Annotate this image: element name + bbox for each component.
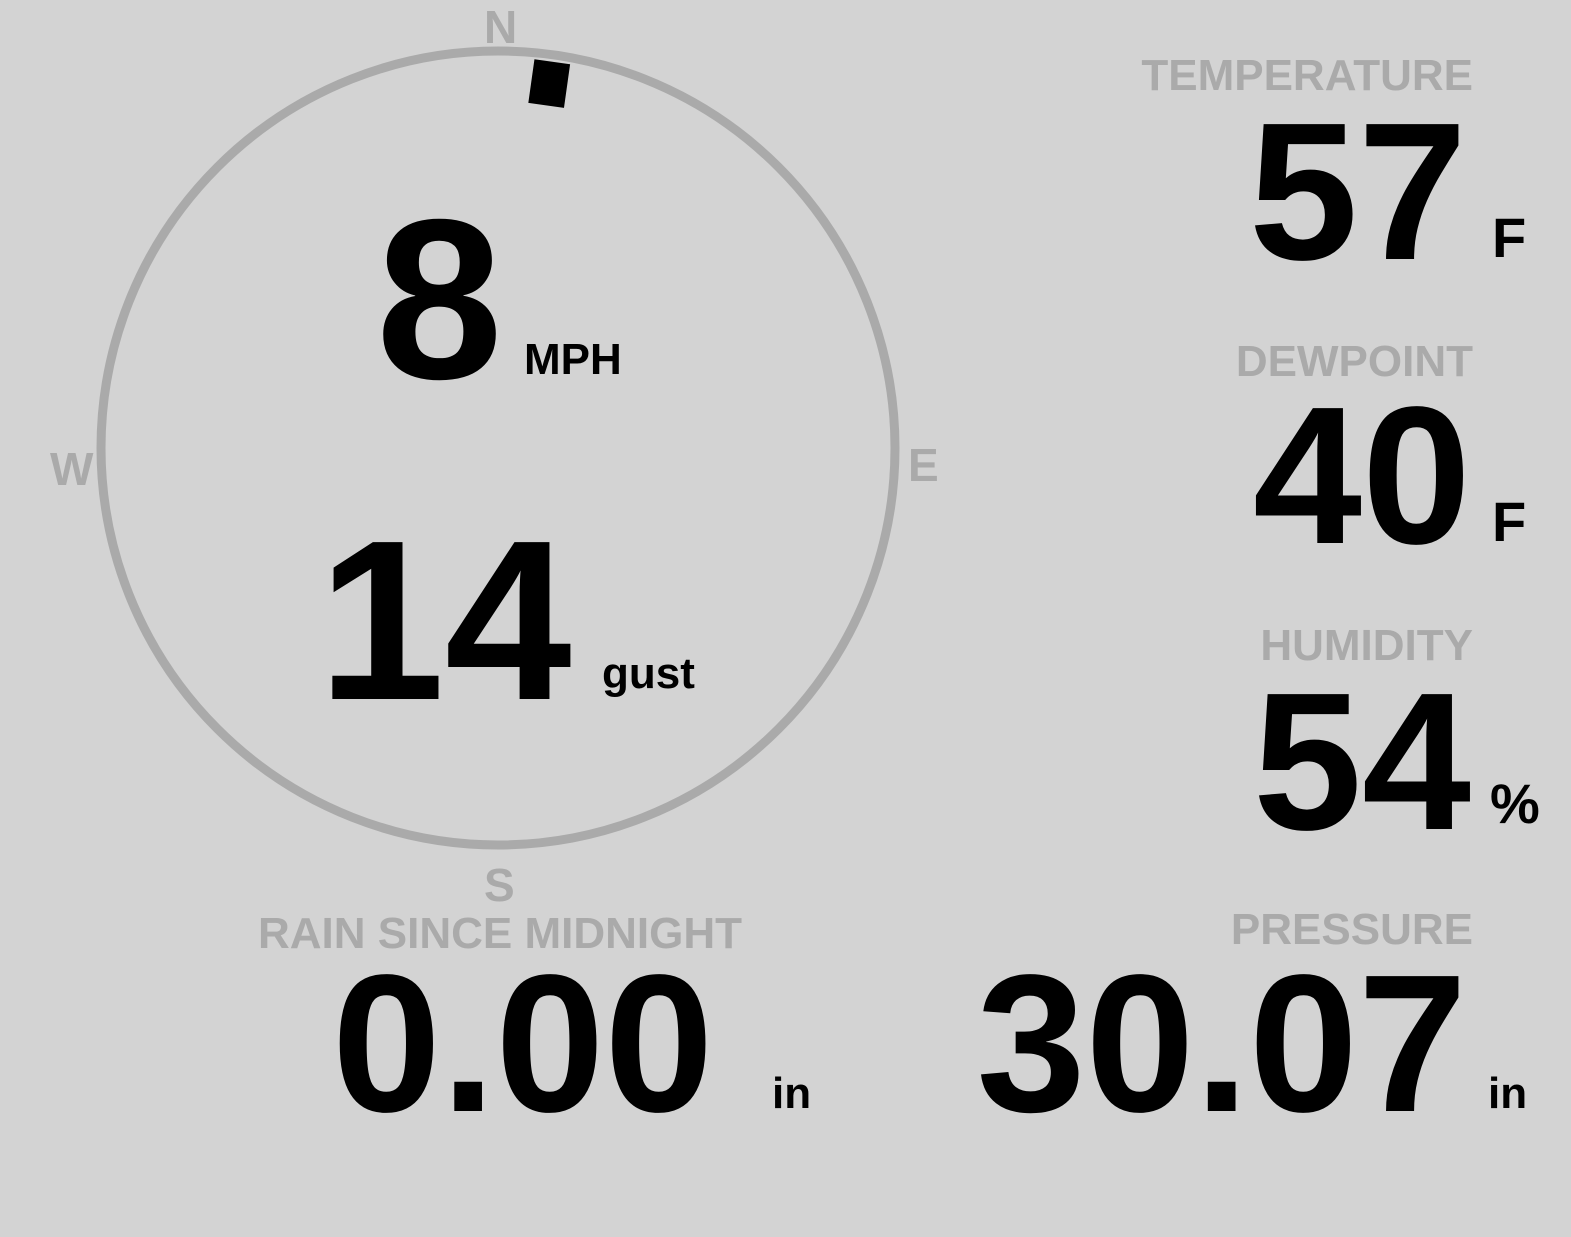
compass-w: W [50,443,94,495]
temperature-unit: F [1492,206,1527,269]
pressure-value: 30.07 [976,934,1467,1153]
dewpoint-unit: F [1492,490,1527,553]
dewpoint-value: 40 [1252,366,1471,585]
wind-speed-value: 8 [376,173,503,427]
compass-ring [96,46,900,850]
humidity-unit: % [1490,772,1540,835]
temperature-value: 57 [1248,82,1467,301]
rain-unit: in [772,1069,812,1118]
rain-label: RAIN SINCE MIDNIGHT [258,909,742,958]
compass-s: S [484,859,515,911]
pressure-unit: in [1488,1069,1528,1118]
dewpoint-label: DEWPOINT [1235,337,1473,386]
wind-speed-unit: MPH [524,335,622,384]
wind-gust-value: 14 [318,494,572,748]
compass-n: N [484,1,518,53]
pressure-label: PRESSURE [1230,905,1473,954]
rain-value: 0.00 [332,934,714,1153]
humidity-label: HUMIDITY [1260,621,1473,670]
temperature-label: TEMPERATURE [1141,51,1473,100]
compass-e: E [908,439,939,491]
wind-direction-indicator [528,59,571,108]
temperature-block: TEMPERATURE [1141,54,1473,98]
wind-gust-unit: gust [602,649,695,698]
humidity-value: 54 [1252,652,1471,871]
